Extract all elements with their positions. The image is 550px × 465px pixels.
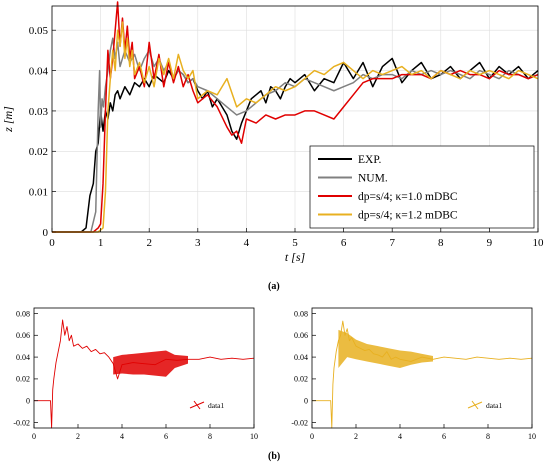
main-ytick-label: 0.05 [29, 25, 49, 37]
b1-ytick-label: 0.04 [16, 353, 30, 362]
b1-xtick-label: 10 [250, 432, 258, 441]
main-series-line-1 [52, 37, 539, 233]
main-series-line-3 [52, 21, 539, 233]
b2-ytick-label: 0 [304, 397, 308, 406]
main-legend-label-2: dp=s/4; κ=1.0 mDBC [358, 191, 458, 203]
main-ytick-label: 0.03 [29, 106, 49, 118]
b1-ytick-label: 0.02 [16, 375, 30, 384]
main-legend-label-3: dp=s/4; κ=1.2 mDBC [358, 210, 458, 222]
main-ytick-label: 0 [43, 227, 49, 239]
main-xtick-label: 6 [341, 237, 347, 249]
main-xtick-label: 4 [244, 237, 250, 249]
main-ytick-label: 0.01 [29, 186, 48, 198]
b2-axes-frame [311, 307, 533, 429]
b1-xtick-label: 6 [164, 432, 168, 441]
b2-series-band-0 [338, 329, 433, 368]
b1-xtick-label: 0 [32, 432, 36, 441]
b2-legend-label: data1 [486, 401, 502, 410]
main-xtick-label: 9 [487, 237, 493, 249]
b2-legend-swatch-mark [471, 400, 479, 410]
main-xtick-label: 8 [438, 237, 444, 249]
b1-xtick-label: 4 [120, 432, 124, 441]
b1-ytick-label: 0.08 [16, 309, 30, 318]
main-xtick-label: 1 [98, 237, 104, 249]
b2-xtick-label: 2 [354, 432, 358, 441]
b2-series-line-0 [312, 320, 533, 429]
b1-series-line-0 [34, 319, 255, 429]
main-ytick-label: 0.04 [29, 65, 49, 77]
panel-label-a: (a) [268, 281, 280, 292]
main-series-line-0 [52, 57, 539, 233]
main-xtick-label: 3 [195, 237, 201, 249]
b2-xtick-label: 10 [528, 432, 536, 441]
b1-ytick-label: -0.02 [13, 418, 30, 427]
main-xtick-label: 10 [533, 237, 545, 249]
b1-xtick-label: 2 [76, 432, 80, 441]
b2-xtick-label: 6 [442, 432, 446, 441]
main-ytick-label: 0.02 [29, 146, 48, 158]
main-legend-label-1: NUM. [358, 173, 388, 185]
main-xtick-label: 5 [292, 237, 298, 249]
main-chart: 0 1 2 3 4 5 6 7 8 9 10 0 0.01 0.02 0.03 0.04 0.05 t [s] z … [1, 1, 545, 264]
b2-ytick-label: 0.02 [294, 375, 308, 384]
main-legend-label-0: EXP. [358, 154, 381, 166]
b1-series-band-0 [113, 350, 188, 377]
panel-label-b: (b) [268, 451, 281, 462]
b2-plot-area [312, 308, 532, 428]
b2-ytick-label: 0.06 [294, 331, 308, 340]
main-xlabel: t [s] [285, 250, 306, 264]
b1-legend-label: data1 [208, 401, 224, 410]
main-xtick-label: 7 [389, 237, 395, 249]
b2-ytick-label: 0.04 [294, 353, 308, 362]
main-xtick-label: 2 [146, 237, 152, 249]
b1-ytick-label: 0.06 [16, 331, 30, 340]
b2-ytick-label: -0.02 [291, 418, 308, 427]
b1-axes-frame [33, 307, 255, 429]
main-xtick-label: 0 [49, 237, 55, 249]
b2-ytick-label: 0.08 [294, 309, 308, 318]
b2-xtick-label: 4 [398, 432, 402, 441]
b1-xtick-label: 8 [208, 432, 212, 441]
b2-xtick-label: 8 [486, 432, 490, 441]
b2-xtick-label: 0 [310, 432, 314, 441]
main-ylabel: z [m] [1, 106, 15, 133]
b1-ytick-label: 0 [26, 397, 30, 406]
b1-legend-swatch-mark [193, 400, 201, 410]
